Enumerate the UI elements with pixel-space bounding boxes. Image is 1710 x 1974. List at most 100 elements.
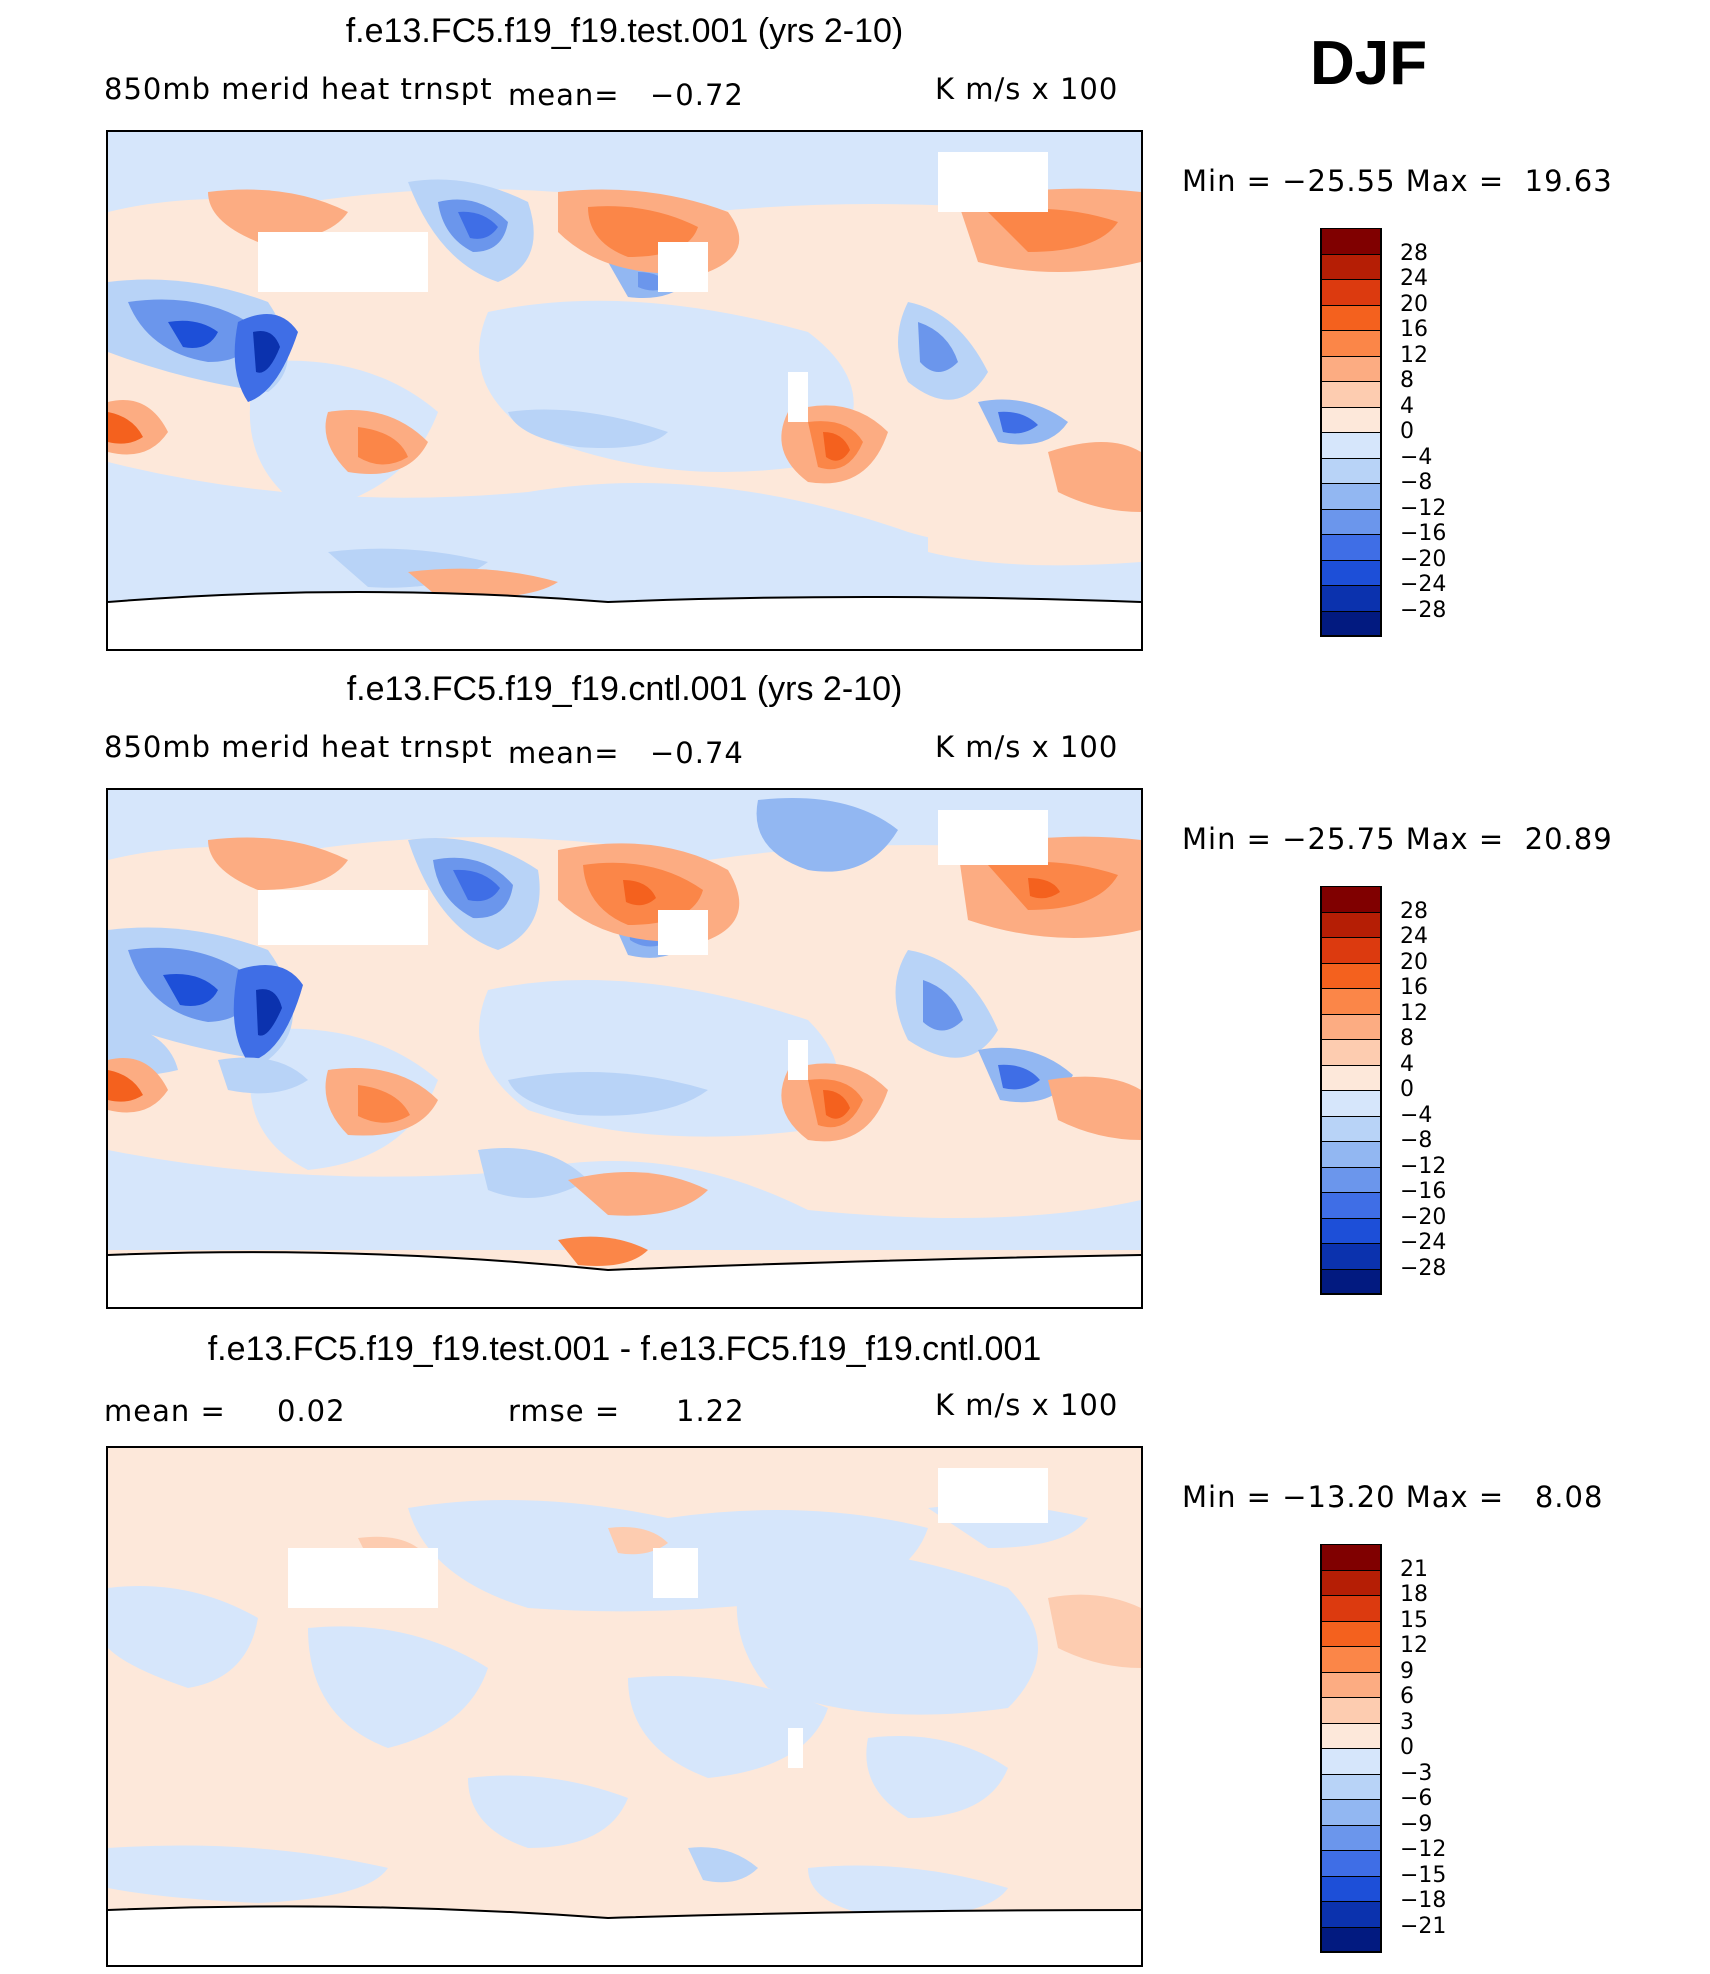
colorbar-tick-label: 15 bbox=[1400, 1607, 1428, 1633]
panel-2-variable-label: 850mb merid heat trnspt bbox=[104, 730, 493, 764]
panel-1-mean-value: −0.72 bbox=[650, 78, 744, 112]
colorbar-tick-label: −3 bbox=[1400, 1760, 1433, 1786]
colorbar-swatch bbox=[1320, 1671, 1382, 1698]
colorbar-tick-label: 21 bbox=[1400, 1556, 1428, 1582]
colorbar-swatch bbox=[1320, 1166, 1382, 1193]
colorbar-swatch bbox=[1320, 962, 1382, 989]
colorbar-swatch bbox=[1320, 228, 1382, 255]
colorbar-tick-label: −16 bbox=[1400, 521, 1447, 546]
colorbar-tick-label: 3 bbox=[1400, 1709, 1414, 1735]
colorbar-swatch bbox=[1320, 1544, 1382, 1571]
panel-3-colorbar: 21 18 15 12 9 6 3 0 −3 −6 −9 −12 −15 −18 −21 bbox=[1320, 1544, 1480, 1954]
colorbar-tick-label: 9 bbox=[1400, 1658, 1414, 1684]
panel-2-units: K m/s x 100 bbox=[935, 730, 1119, 764]
colorbar-swatch bbox=[1320, 457, 1382, 484]
colorbar-tick-label: 24 bbox=[1400, 924, 1428, 949]
colorbar-tick-label: 0 bbox=[1400, 1735, 1414, 1760]
colorbar-tick-label: −21 bbox=[1400, 1913, 1447, 1939]
colorbar-swatch bbox=[1320, 1850, 1382, 1877]
colorbar-swatch bbox=[1320, 1595, 1382, 1622]
season-label: DJF bbox=[1310, 29, 1428, 98]
panel-1-variable-label: 850mb merid heat trnspt bbox=[104, 72, 493, 106]
colorbar-swatch bbox=[1320, 937, 1382, 964]
colorbar-swatch bbox=[1320, 279, 1382, 306]
colorbar-swatch bbox=[1320, 1748, 1382, 1775]
colorbar-swatch bbox=[1320, 406, 1382, 433]
colorbar-tick-label: −6 bbox=[1400, 1786, 1433, 1811]
colorbar-tick-label: −24 bbox=[1400, 1230, 1447, 1255]
colorbar-swatch bbox=[1320, 1875, 1382, 1902]
colorbar-swatch bbox=[1320, 1141, 1382, 1168]
colorbar-tick-label: −8 bbox=[1400, 1128, 1433, 1153]
colorbar-swatch bbox=[1320, 1646, 1382, 1673]
panel-2-colorbar: 28 24 20 16 12 8 4 0 −4 −8 −12 −16 −20 −24 −28 bbox=[1320, 886, 1480, 1296]
colorbar-swatch bbox=[1320, 432, 1382, 459]
colorbar-tick-label: −28 bbox=[1400, 597, 1447, 623]
colorbar-swatch bbox=[1320, 1217, 1382, 1244]
colorbar-tick-label: 12 bbox=[1400, 342, 1428, 368]
colorbar-swatch bbox=[1320, 1039, 1382, 1066]
panel-2-contours bbox=[108, 790, 1141, 1307]
colorbar-tick-label: 20 bbox=[1400, 949, 1428, 975]
colorbar-swatch bbox=[1320, 911, 1382, 938]
panel-3-min-max: Min = −13.20 Max = 8.08 bbox=[1182, 1480, 1604, 1514]
colorbar-swatch bbox=[1320, 1773, 1382, 1800]
colorbar-tick-label: −12 bbox=[1400, 1837, 1447, 1862]
colorbar-swatch bbox=[1320, 1620, 1382, 1647]
colorbar-tick-label: −20 bbox=[1400, 546, 1447, 572]
colorbar-swatch bbox=[1320, 610, 1382, 637]
colorbar-swatch bbox=[1320, 508, 1382, 535]
colorbar-tick-label: −4 bbox=[1400, 1102, 1433, 1128]
colorbar-tick-label: −24 bbox=[1400, 572, 1447, 597]
colorbar-tick-label: 16 bbox=[1400, 317, 1428, 342]
colorbar-swatch bbox=[1320, 1115, 1382, 1142]
colorbar-swatch bbox=[1320, 585, 1382, 612]
colorbar-swatch bbox=[1320, 534, 1382, 561]
colorbar-tick-label: −9 bbox=[1400, 1811, 1433, 1837]
panel-2-min-max: Min = −25.75 Max = 20.89 bbox=[1182, 822, 1613, 856]
colorbar-swatch bbox=[1320, 559, 1382, 586]
panel-1-min-max: Min = −25.55 Max = 19.63 bbox=[1182, 164, 1613, 198]
colorbar-swatch bbox=[1320, 1926, 1382, 1953]
panel-3-rmse-label: rmse = bbox=[508, 1394, 621, 1428]
colorbar-tick-label: 12 bbox=[1400, 1000, 1428, 1026]
colorbar-swatch bbox=[1320, 355, 1382, 382]
panel-2-mean-value: −0.74 bbox=[650, 736, 744, 770]
panel-3-mean-value: 0.02 bbox=[277, 1394, 346, 1428]
colorbar-swatch bbox=[1320, 1901, 1382, 1928]
colorbar-swatch bbox=[1320, 1824, 1382, 1851]
colorbar-swatch bbox=[1320, 1192, 1382, 1219]
colorbar-tick-label: 4 bbox=[1400, 1051, 1414, 1077]
colorbar-tick-label: 0 bbox=[1400, 1077, 1414, 1102]
colorbar-swatch bbox=[1320, 253, 1382, 280]
colorbar-tick-label: −12 bbox=[1400, 495, 1447, 521]
colorbar-tick-label: 0 bbox=[1400, 419, 1414, 444]
colorbar-swatch bbox=[1320, 988, 1382, 1015]
colorbar-swatch bbox=[1320, 1722, 1382, 1749]
colorbar-tick-label: 8 bbox=[1400, 368, 1414, 393]
colorbar-tick-label: 12 bbox=[1400, 1633, 1428, 1658]
colorbar-swatch bbox=[1320, 381, 1382, 408]
colorbar-tick-label: 8 bbox=[1400, 1026, 1414, 1051]
panel-3-title: f.e13.FC5.f19_f19.test.001 - f.e13.FC5.f… bbox=[207, 1330, 1042, 1368]
colorbar-swatch bbox=[1320, 1090, 1382, 1117]
colorbar-tick-label: −15 bbox=[1400, 1862, 1447, 1888]
colorbar-swatch bbox=[1320, 304, 1382, 331]
colorbar-swatch bbox=[1320, 1697, 1382, 1724]
colorbar-tick-label: −18 bbox=[1400, 1888, 1447, 1913]
panel-1-contours bbox=[108, 132, 1141, 649]
colorbar-tick-label: −20 bbox=[1400, 1204, 1447, 1230]
colorbar-swatch bbox=[1320, 886, 1382, 913]
colorbar-tick-label: 4 bbox=[1400, 393, 1414, 419]
colorbar-swatch bbox=[1320, 1569, 1382, 1596]
colorbar-tick-label: −4 bbox=[1400, 444, 1433, 470]
panel-1-units: K m/s x 100 bbox=[935, 72, 1119, 106]
panel-2-mean-label: mean= bbox=[508, 736, 620, 770]
panel-2-map bbox=[106, 788, 1143, 1309]
colorbar-tick-label: 24 bbox=[1400, 266, 1428, 291]
colorbar-swatch bbox=[1320, 1799, 1382, 1826]
colorbar-tick-label: 16 bbox=[1400, 975, 1428, 1000]
colorbar-tick-label: 18 bbox=[1400, 1582, 1428, 1607]
colorbar-swatch bbox=[1320, 330, 1382, 357]
colorbar-tick-label: −16 bbox=[1400, 1179, 1447, 1204]
